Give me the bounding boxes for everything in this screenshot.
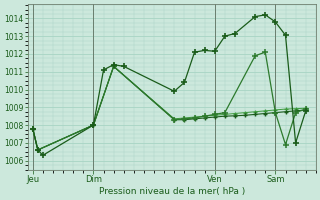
X-axis label: Pression niveau de la mer( hPa ): Pression niveau de la mer( hPa ): [99, 187, 245, 196]
